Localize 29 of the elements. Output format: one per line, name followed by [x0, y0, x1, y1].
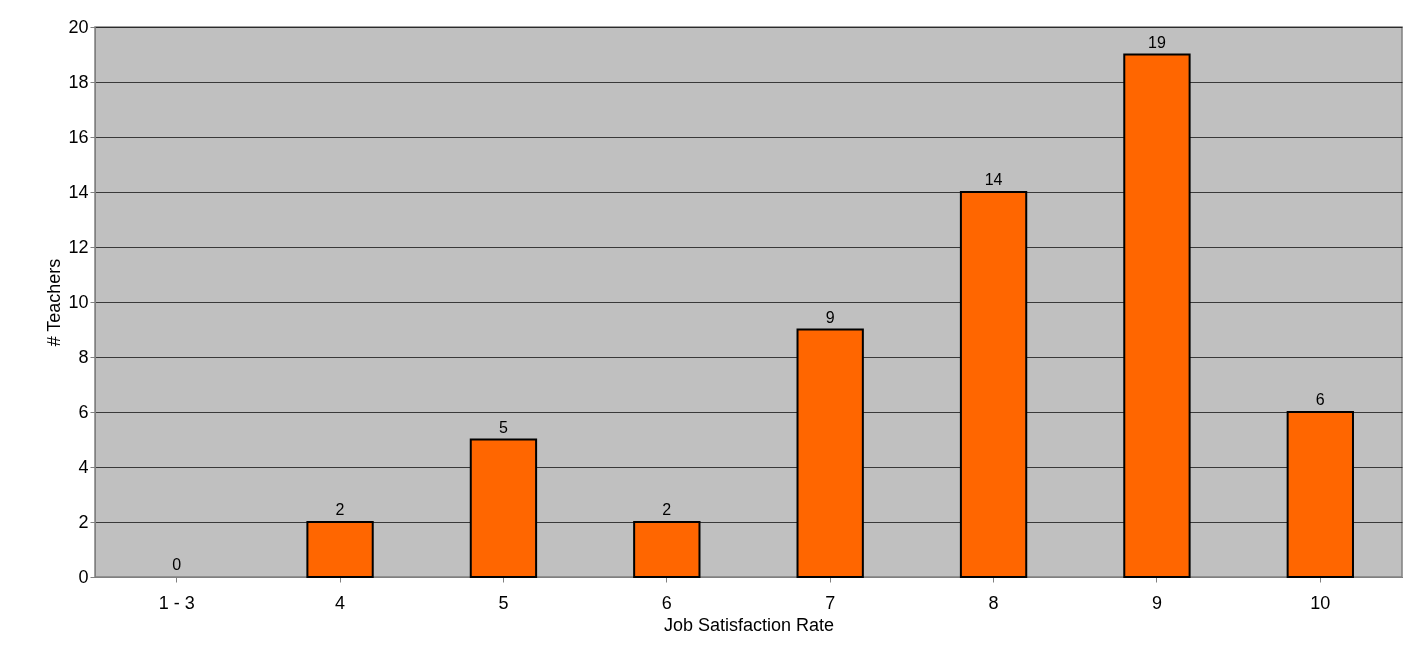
x-tick-label: 7 — [825, 592, 836, 613]
data-label: 5 — [498, 418, 508, 436]
data-label: 0 — [172, 556, 182, 573]
y-tick-label: 10 — [68, 291, 89, 312]
y-axis-title: # Teachers — [44, 258, 65, 347]
data-label: 2 — [662, 501, 672, 518]
y-tick-label: 20 — [68, 16, 89, 37]
y-tick-label: 18 — [68, 71, 89, 92]
y-tick-label: 0 — [78, 566, 89, 587]
y-tick-label: 14 — [68, 181, 89, 202]
y-tick-label: 8 — [78, 346, 89, 367]
data-label: 19 — [1148, 33, 1166, 51]
data-label: 2 — [335, 501, 345, 518]
x-tick-label: 10 — [1310, 592, 1331, 613]
x-tick-label: 1 - 3 — [158, 592, 195, 613]
data-label: 6 — [1315, 391, 1325, 408]
x-tick-label: 6 — [661, 592, 672, 613]
x-tick-label: 4 — [335, 592, 346, 613]
x-axis-title: Job Satisfaction Rate — [663, 614, 835, 635]
x-tick-label: 8 — [988, 592, 999, 613]
x-tick-label: 9 — [1151, 592, 1162, 613]
y-tick-label: 2 — [78, 511, 89, 532]
data-label: 9 — [825, 308, 835, 326]
y-tick-label: 6 — [78, 401, 89, 422]
data-label: 14 — [984, 171, 1003, 188]
x-tick-label: 5 — [498, 592, 509, 613]
y-tick-label: 16 — [68, 126, 89, 147]
y-tick-label: 12 — [68, 236, 89, 257]
y-tick-label: 4 — [78, 456, 89, 477]
